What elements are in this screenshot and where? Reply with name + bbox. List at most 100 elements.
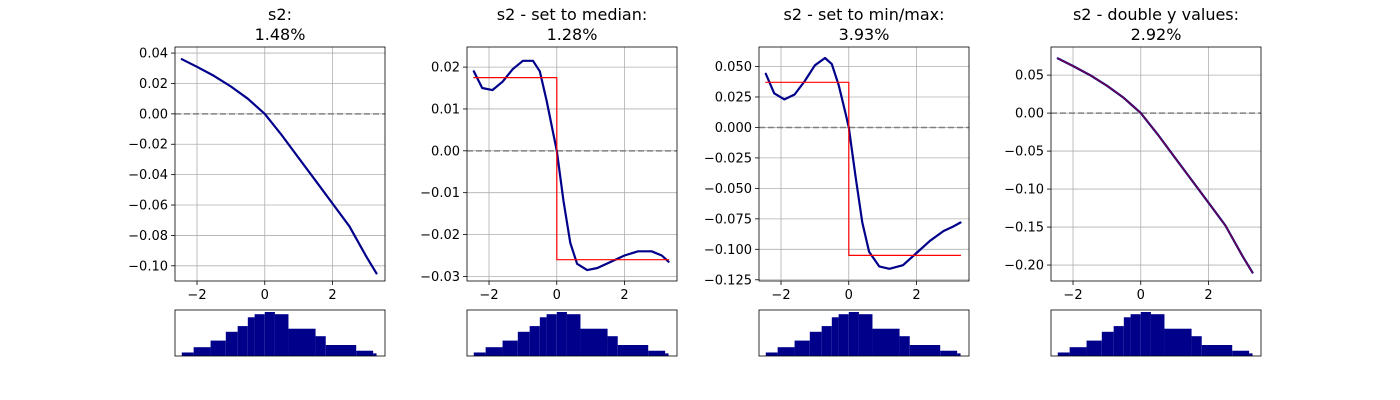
- histogram-bar: [529, 326, 540, 356]
- distribution-histogram: [758, 309, 970, 357]
- histogram-bar: [1069, 347, 1087, 356]
- histogram-bar: [765, 352, 778, 356]
- histogram-bar: [1101, 331, 1114, 356]
- y-tick-label: −0.01: [420, 186, 460, 201]
- x-tick-label: −2: [1063, 288, 1082, 303]
- axes-frame: [466, 46, 678, 282]
- histogram-bar: [872, 328, 900, 356]
- histogram-bar: [1201, 345, 1233, 356]
- y-tick-label: 0.00: [431, 144, 460, 159]
- shape-function-line: [1056, 57, 1254, 274]
- y-tick-label: −0.050: [704, 182, 752, 197]
- histogram-bar: [838, 314, 849, 356]
- axes-frame: [758, 46, 970, 282]
- x-tick-label: 0: [1137, 288, 1145, 303]
- subplot-subtitle: 2.92%: [1131, 25, 1182, 44]
- x-tick-label: 0: [845, 288, 853, 303]
- histogram-bar: [288, 328, 316, 356]
- histogram-frame: [1050, 309, 1262, 357]
- x-tick-label: 0: [261, 288, 269, 303]
- histogram-bar: [957, 353, 961, 356]
- x-tick-label: 2: [912, 288, 920, 303]
- histogram-bar: [274, 314, 289, 356]
- y-tick-label: −0.02: [128, 138, 168, 153]
- y-tick-label: 0.05: [1015, 69, 1044, 84]
- subplot-3: −2 0 2 0.050 0.025 0.000 −0.025 −0.050 −0.075 −0.…: [704, 5, 970, 357]
- distribution-histogram: [466, 309, 678, 357]
- subplot-subtitle: 1.28%: [547, 25, 598, 44]
- histogram-bar: [315, 336, 326, 356]
- x-tick-label: −2: [187, 288, 206, 303]
- y-tick-label: −0.04: [128, 168, 168, 183]
- subplot-title: s2 - set to min/max:: [784, 5, 945, 24]
- x-tick-label: 0: [553, 288, 561, 303]
- histogram-bar: [473, 352, 486, 356]
- histogram-bar: [858, 314, 873, 356]
- x-tick-label: −2: [771, 288, 790, 303]
- histogram-bar: [539, 317, 547, 356]
- y-tick-label: −0.05: [1004, 145, 1044, 160]
- histogram-bar: [556, 312, 567, 356]
- reference-series-line: [1057, 57, 1253, 274]
- x-tick-label: 2: [620, 288, 628, 303]
- y-tick-label: −0.125: [704, 273, 752, 288]
- histogram-bar: [1164, 328, 1192, 356]
- y-tick-label: −0.08: [128, 229, 168, 244]
- histogram-bar: [1057, 352, 1070, 356]
- subplot-title: s2:: [268, 5, 292, 24]
- y-tick-label: 0.02: [431, 61, 460, 76]
- subplot-4: −2 0 2 0.05 0.00 −0.05 −0.10 −0.15 −0.20 s2 - dou…: [1004, 5, 1262, 357]
- x-tick-label: −2: [479, 288, 498, 303]
- subplot-title: s2 - double y values:: [1073, 5, 1239, 24]
- y-tick-label: −0.10: [128, 259, 168, 274]
- histogram-bar: [1113, 326, 1124, 356]
- histogram-bar: [517, 331, 530, 356]
- y-tick-label: −0.20: [1004, 259, 1044, 274]
- histogram-bar: [237, 326, 248, 356]
- histogram-bar: [1123, 317, 1131, 356]
- histogram-bar: [1249, 353, 1253, 356]
- histogram-frame: [174, 309, 386, 357]
- histogram-bar: [485, 347, 503, 356]
- subplot-subtitle: 1.48%: [255, 25, 306, 44]
- y-tick-label: 0.025: [715, 90, 752, 105]
- subplot-1: −2 0 2 0.04 0.02 0.00 −0.02 −0.04 −0.06 −0.08 −0.1…: [128, 5, 386, 357]
- y-tick-label: 0.00: [139, 107, 168, 122]
- histogram-bar: [1232, 350, 1250, 356]
- histogram-bar: [1191, 336, 1202, 356]
- histogram-bar: [502, 340, 518, 356]
- histogram-bar: [225, 331, 238, 356]
- y-tick-label: 0.00: [1015, 107, 1044, 122]
- x-tick-label: 2: [328, 288, 336, 303]
- shape-function-line: [472, 59, 670, 272]
- histogram-bar: [247, 317, 255, 356]
- y-tick-label: −0.075: [704, 212, 752, 227]
- histogram-bar: [940, 350, 958, 356]
- y-tick-label: −0.100: [704, 243, 752, 258]
- subplot-subtitle: 3.93%: [839, 25, 890, 44]
- shape-function-line: [764, 56, 962, 270]
- subplot-2: −2 0 2 0.02 0.01 0.00 −0.01 −0.02 −0.03 s2 - set …: [420, 5, 678, 357]
- histogram-frame: [758, 309, 970, 357]
- y-tick-label: −0.02: [420, 228, 460, 243]
- x-tick-label: 2: [1204, 288, 1212, 303]
- histogram-bar: [809, 331, 822, 356]
- histogram-bar: [264, 312, 275, 356]
- y-tick-label: 0.050: [715, 60, 752, 75]
- y-tick-label: 0.04: [139, 47, 168, 62]
- histogram-bar: [617, 345, 649, 356]
- histogram-bar: [356, 350, 374, 356]
- histogram-bar: [607, 336, 618, 356]
- histogram-bar: [193, 347, 211, 356]
- histogram-bar: [777, 347, 795, 356]
- histogram-bar: [181, 352, 194, 356]
- histogram-bar: [1150, 314, 1165, 356]
- reference-series-line: [473, 76, 670, 261]
- histogram-bar: [821, 326, 832, 356]
- histogram-bar: [831, 317, 839, 356]
- histogram-bar: [794, 340, 810, 356]
- reference-series-line: [765, 81, 962, 256]
- histogram-bar: [648, 350, 666, 356]
- histogram-bar: [546, 314, 557, 356]
